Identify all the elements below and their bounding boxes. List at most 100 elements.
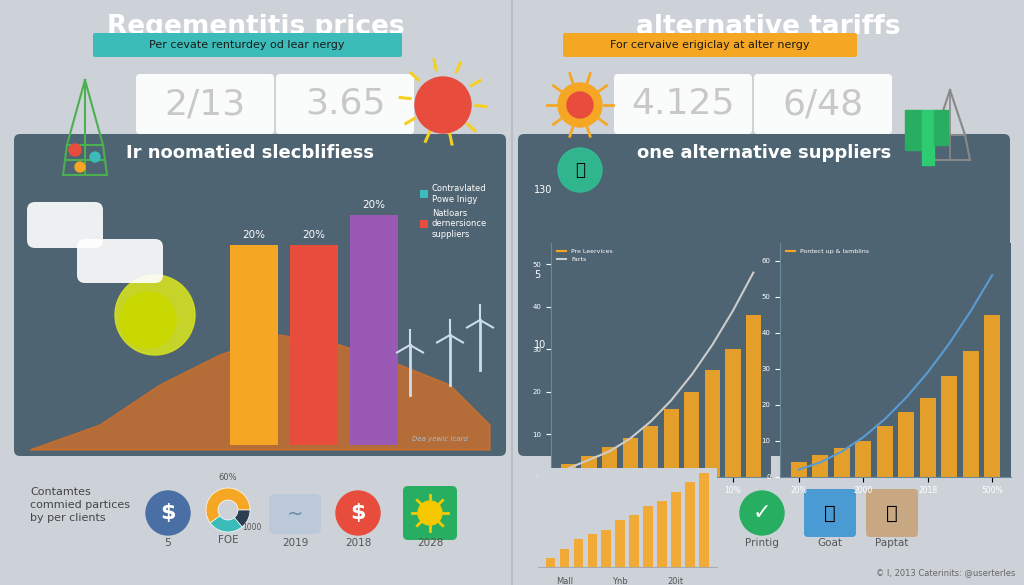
Text: Goat: Goat (817, 538, 843, 548)
Wedge shape (206, 488, 250, 523)
Circle shape (558, 148, 602, 192)
FancyBboxPatch shape (804, 489, 856, 537)
Circle shape (415, 77, 471, 133)
Text: 📋: 📋 (886, 504, 898, 522)
Bar (920, 398, 936, 477)
Wedge shape (234, 510, 250, 527)
Text: 📞: 📞 (575, 161, 585, 179)
Text: 2018: 2018 (345, 538, 371, 548)
Bar (905, 110, 923, 150)
Text: Regementitis prices: Regementitis prices (108, 14, 404, 40)
Bar (230, 245, 278, 445)
Bar (877, 426, 893, 477)
Bar (420, 190, 428, 198)
Bar (546, 558, 555, 567)
Text: ~: ~ (287, 504, 303, 524)
Text: 4.125: 4.125 (631, 87, 735, 121)
Bar (745, 315, 761, 477)
Text: FOE: FOE (218, 535, 239, 545)
Bar (671, 491, 681, 567)
FancyBboxPatch shape (93, 33, 402, 57)
Bar (791, 462, 807, 477)
Bar (812, 455, 828, 477)
Bar (643, 426, 658, 477)
Text: Paptat: Paptat (876, 538, 908, 548)
Text: Contravlated
Powe Inigy: Contravlated Powe Inigy (432, 184, 486, 204)
Text: 60%: 60% (219, 473, 238, 482)
Circle shape (558, 148, 602, 192)
Wedge shape (210, 516, 242, 532)
Bar (963, 351, 979, 477)
Bar (573, 539, 584, 567)
Text: Ir noomatied slecblifiess: Ir noomatied slecblifiess (126, 144, 374, 162)
Bar (898, 412, 914, 477)
Circle shape (146, 491, 190, 535)
FancyBboxPatch shape (563, 33, 857, 57)
Bar (657, 501, 667, 567)
Bar (601, 529, 611, 567)
Text: For cervaive erigiclay at alter nergy: For cervaive erigiclay at alter nergy (610, 40, 810, 50)
Text: 2/13: 2/13 (165, 87, 246, 121)
Text: Dea yewic icard: Dea yewic icard (412, 436, 468, 442)
Circle shape (115, 275, 195, 355)
Circle shape (336, 491, 380, 535)
Text: 20%: 20% (243, 230, 265, 240)
Text: ✓: ✓ (753, 503, 771, 523)
Bar (834, 448, 850, 477)
Text: 5: 5 (165, 538, 171, 548)
Text: $: $ (160, 503, 176, 523)
Legend: Pre Leervices, Farts: Pre Leervices, Farts (554, 246, 615, 265)
Text: Natloars
dernersionce
suppliers: Natloars dernersionce suppliers (432, 209, 487, 239)
Bar (561, 464, 577, 477)
Bar (725, 349, 740, 477)
Text: 🚗: 🚗 (824, 504, 836, 522)
Text: Contamtes
commied partices
by per clients: Contamtes commied partices by per client… (30, 487, 130, 523)
Circle shape (69, 144, 81, 156)
Text: 5: 5 (534, 270, 541, 280)
Text: © I, 2013 Caterinits: @userterles: © I, 2013 Caterinits: @userterles (876, 568, 1015, 577)
Text: 6/48: 6/48 (782, 87, 863, 121)
Bar (582, 456, 597, 477)
Bar (941, 376, 957, 477)
Text: 10: 10 (534, 340, 546, 350)
Text: one alternative suppliers: one alternative suppliers (637, 144, 891, 162)
FancyBboxPatch shape (77, 239, 163, 283)
Bar (615, 520, 625, 567)
Text: 130: 130 (534, 185, 552, 195)
Bar (560, 549, 569, 567)
Text: 2028: 2028 (417, 538, 443, 548)
Bar (623, 439, 638, 477)
Bar (684, 392, 699, 477)
FancyBboxPatch shape (518, 134, 1010, 456)
FancyBboxPatch shape (27, 202, 103, 248)
Bar (588, 534, 597, 567)
Circle shape (418, 501, 442, 525)
FancyBboxPatch shape (276, 74, 414, 134)
Bar (630, 515, 639, 567)
Text: Per cevate renturdey od lear nergy: Per cevate renturdey od lear nergy (150, 40, 345, 50)
Bar (922, 110, 934, 165)
FancyBboxPatch shape (14, 134, 506, 456)
Circle shape (558, 83, 602, 127)
FancyBboxPatch shape (614, 74, 752, 134)
Bar (420, 220, 428, 228)
Circle shape (740, 491, 784, 535)
Bar (855, 441, 871, 477)
Bar (350, 215, 398, 445)
FancyBboxPatch shape (403, 486, 457, 540)
Bar (602, 447, 617, 477)
FancyBboxPatch shape (269, 494, 321, 534)
Text: Printig: Printig (745, 538, 779, 548)
Bar (699, 473, 709, 567)
Bar (290, 245, 338, 445)
Circle shape (75, 162, 85, 172)
Text: 20%: 20% (302, 230, 326, 240)
Legend: Pontect up & lamblins: Pontect up & lamblins (783, 246, 871, 256)
Bar (705, 370, 720, 477)
Circle shape (567, 92, 593, 118)
FancyBboxPatch shape (136, 74, 274, 134)
Bar (685, 482, 694, 567)
Circle shape (120, 292, 176, 348)
Text: alternative tariffs: alternative tariffs (636, 14, 900, 40)
Circle shape (90, 152, 100, 162)
